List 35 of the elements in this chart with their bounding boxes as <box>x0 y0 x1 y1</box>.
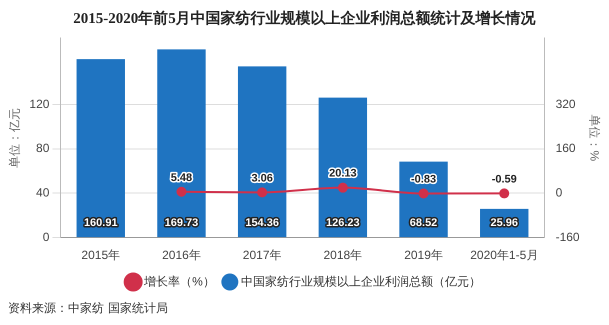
data-label: 154.36 <box>245 217 279 230</box>
y2-axis-title: 单位：% <box>587 114 602 162</box>
bar <box>157 49 206 238</box>
data-label: -0.83 <box>411 174 436 186</box>
y-tick-label: 0 <box>42 230 50 244</box>
y-tick-label: 80 <box>36 141 50 156</box>
legend-label: 增长率（%） <box>143 274 215 288</box>
bar <box>238 66 286 238</box>
x-tick-label: 2015年 <box>81 248 120 262</box>
bar <box>318 98 368 238</box>
x-tick-label: 2020年1-5月 <box>470 248 538 262</box>
y2-tick-label: -160 <box>556 230 580 244</box>
legend-label: 中国家纺行业规模以上企业利润总额（亿元） <box>240 274 481 288</box>
data-label: 68.52 <box>410 217 438 230</box>
x-tick-label: 2019年 <box>404 248 443 262</box>
bar <box>76 59 125 238</box>
text: 资料来源：中家纺 国家统计局 <box>8 300 168 317</box>
y2-tick-label: 320 <box>556 96 576 111</box>
x-tick-label: 2018年 <box>323 248 362 262</box>
data-label: -0.59 <box>492 173 517 186</box>
y-tick-label: 120 <box>29 96 50 111</box>
data-label: 169.73 <box>164 217 198 230</box>
y2-tick-label: 160 <box>556 141 576 156</box>
y2-tick-label: 0 <box>556 186 563 200</box>
data-label: 160.91 <box>84 217 118 230</box>
y-axis-title: 单位：亿元 <box>8 108 22 168</box>
data-label: 3.06 <box>251 172 273 184</box>
data-label: 20.13 <box>329 168 357 180</box>
data-label: 126.23 <box>326 217 360 230</box>
data-label: 5.48 <box>170 172 192 184</box>
data-label: 25.96 <box>490 217 518 230</box>
y-tick-label: 40 <box>36 186 50 200</box>
chart-title: 2015-2020年前5月中国家纺行业规模以上企业利润总额统计及增长情况 <box>73 8 537 27</box>
x-tick-label: 2016年 <box>162 248 201 262</box>
x-tick-label: 2017年 <box>242 248 282 262</box>
